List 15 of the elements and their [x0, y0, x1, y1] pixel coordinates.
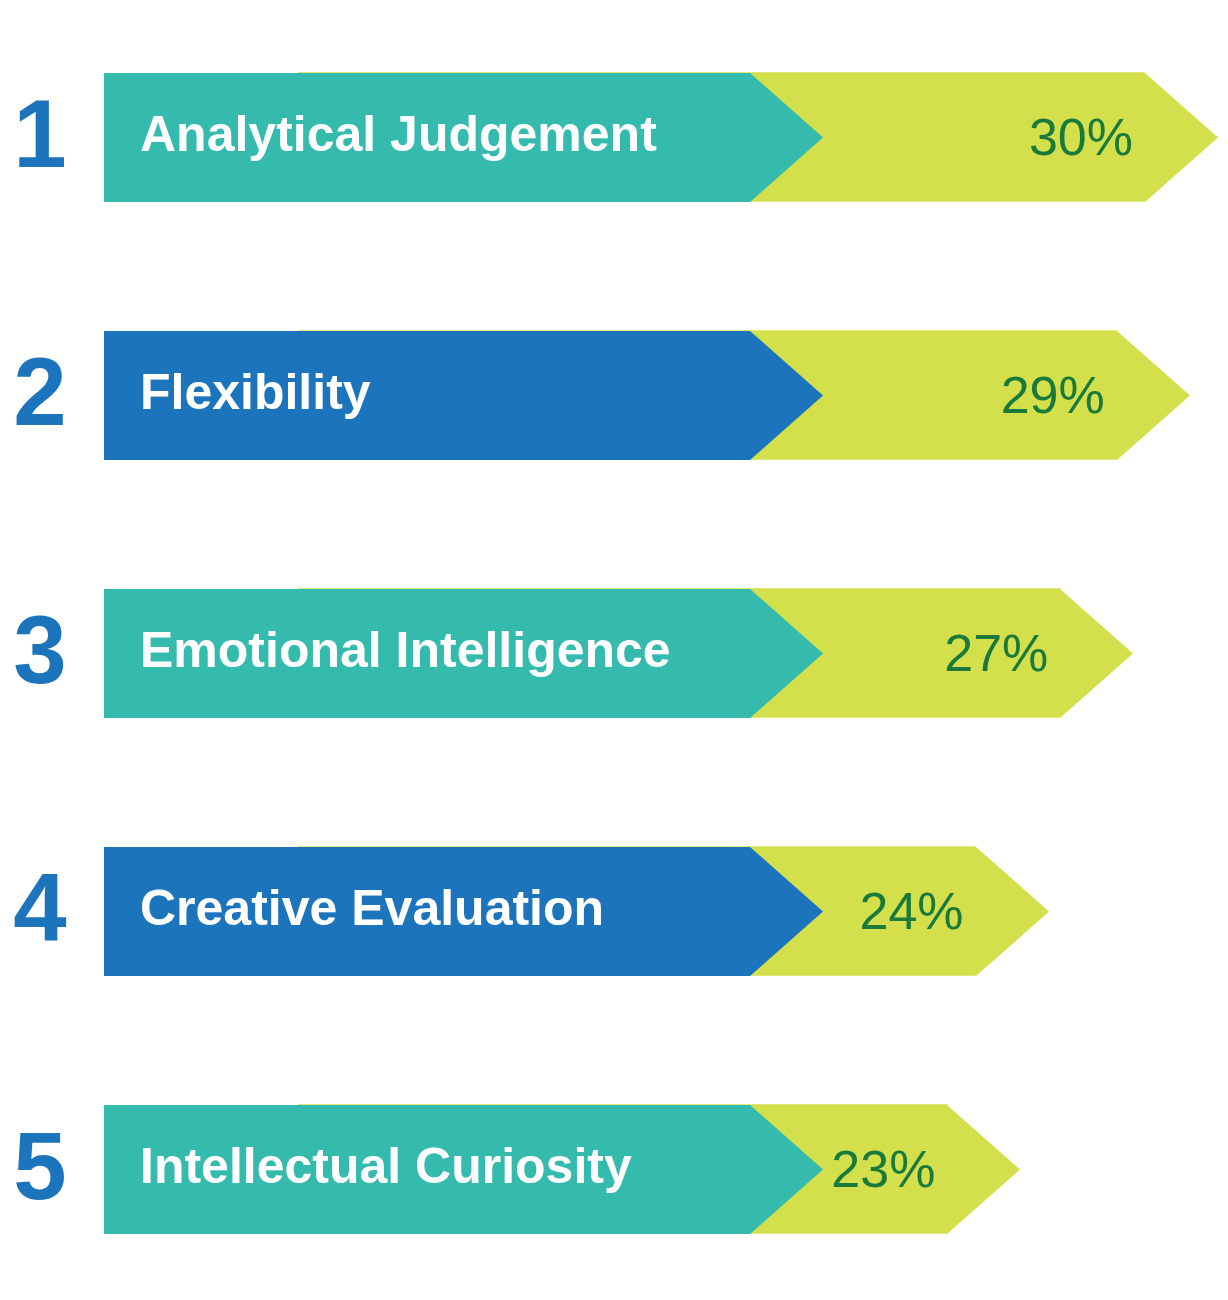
- y-tick-label: Intellectual Curiosity: [140, 1137, 632, 1196]
- y-tick-label: Emotional Intelligence: [140, 621, 671, 680]
- data-label: 29%: [1000, 366, 1105, 425]
- data-label: 24%: [859, 882, 964, 941]
- y-tick-label: Flexibility: [140, 363, 371, 422]
- data-label: 27%: [944, 624, 1049, 683]
- text: 1: [13, 80, 67, 188]
- y-tick-label: Analytical Judgement: [140, 105, 657, 164]
- text: 2: [13, 338, 67, 446]
- text: 5: [13, 1112, 67, 1220]
- y-tick-label: Creative Evaluation: [140, 879, 605, 938]
- data-label: 30%: [1028, 108, 1133, 167]
- text: 3: [13, 596, 67, 704]
- text: 4: [13, 854, 67, 962]
- data-label: 23%: [831, 1140, 936, 1199]
